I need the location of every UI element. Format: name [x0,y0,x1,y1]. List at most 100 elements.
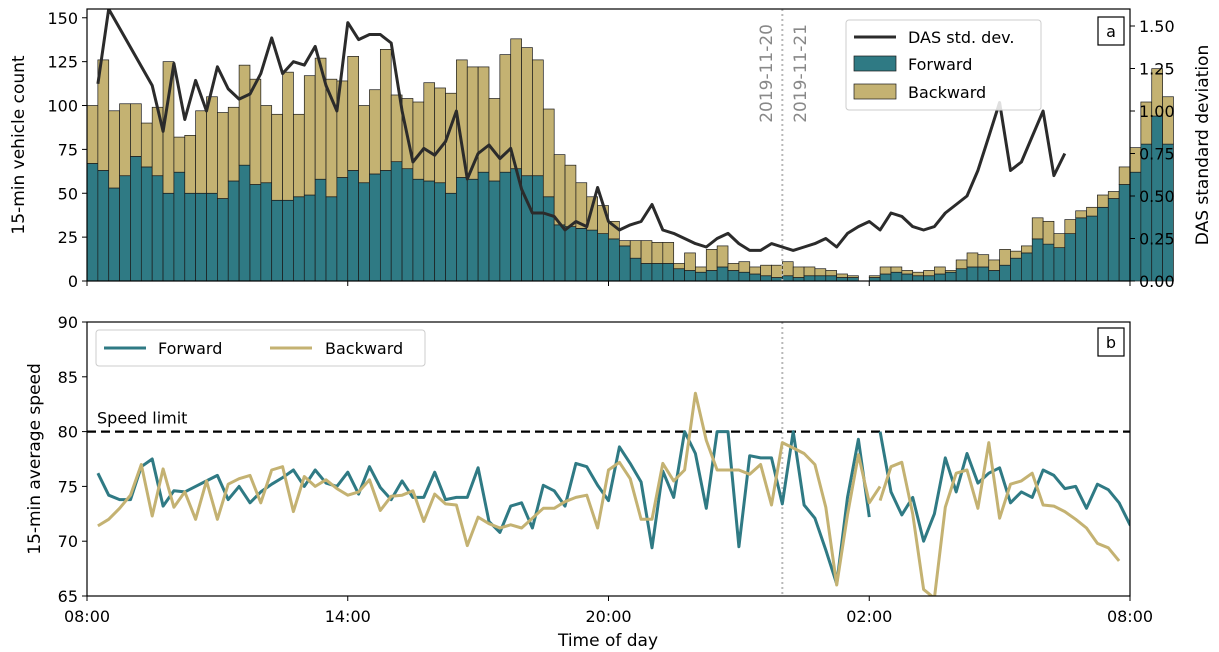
bar-backward [542,108,555,198]
bar-backward [727,263,740,271]
y2-tick-label: 0.75 [1139,145,1175,164]
bar-forward [879,273,892,282]
bar-forward [586,229,598,282]
bar-backward [151,106,164,177]
das-std-line [96,9,1067,252]
bar-backward [1031,217,1044,240]
panel-a-das-line [96,9,1067,252]
bar-backward [825,270,838,277]
x-tick-label: 20:00 [585,607,631,626]
speed-line-forward [96,430,871,586]
bar-backward [86,105,99,164]
bar-forward [401,168,414,282]
bar-backward [173,136,186,173]
bar-backward [738,261,751,273]
bar-backward [1086,206,1098,217]
y-tick-label: 100 [47,97,78,116]
bar-forward [901,273,914,282]
bar-forward [1021,252,1033,282]
y2-tick-label: 0.50 [1139,187,1175,206]
bar-forward [934,273,946,282]
y-tick-label: 0 [68,272,78,291]
bar-forward [944,271,957,282]
y-tick-label: 65 [58,587,78,606]
bar-forward [151,175,164,282]
bar-forward [684,270,696,282]
legend-forward-swatch [853,55,897,72]
bar-backward [119,103,131,177]
y2-axis-label: DAS standard deviation [1193,45,1213,245]
bar-forward [434,182,446,282]
bar-forward [955,268,968,282]
bar-backward [934,266,946,275]
bar-backward [749,266,761,275]
y-tick-label: 125 [47,53,78,72]
bar-backward [434,87,446,184]
bar-forward [358,182,370,282]
bar-backward [347,56,359,171]
bar-backward [521,47,533,177]
bar-backward [1021,245,1033,254]
bar-backward [999,249,1011,266]
bar-backward [705,249,718,271]
bar-forward [249,184,262,282]
bar-backward [282,71,294,201]
bar-forward [206,192,218,282]
bar-forward [423,180,436,282]
y-tick-label: 75 [58,140,78,159]
panel-label-a-box [1097,16,1125,46]
bar-backward [629,240,642,259]
bar-backward [836,273,848,278]
y-tick-label: 85 [58,368,78,387]
bar-forward [1042,243,1055,282]
bar-forward [86,163,99,282]
y2-tick-label: 0.25 [1139,230,1175,249]
bar-forward [336,177,349,282]
x-tick-label: 08:00 [64,607,110,626]
bar-backward [879,266,892,275]
x-axis-label: Time of day [557,631,658,651]
bar-backward [249,78,262,185]
bar-forward [314,178,327,282]
y-tick-label: 25 [58,228,78,247]
panel-b: Speed limit 65 70 75 80 85 90 08:00 14:00 20:00 0… [25,313,1153,626]
bar-forward [608,238,620,282]
panel-label-b-box [1097,327,1125,357]
bar-forward [303,194,316,282]
y2-tick-label: 0.00 [1139,272,1175,291]
bar-forward [575,228,588,282]
y-tick-label: 75 [58,477,78,496]
bar-forward [673,268,685,282]
bar-forward [325,196,338,282]
bar-backward [293,113,305,198]
bar-forward [1097,206,1109,282]
bar-backward [912,271,924,277]
bar-forward [369,173,381,282]
legend-b-box [95,329,426,367]
bar-forward [1010,257,1022,282]
bar-forward [803,275,816,282]
bar-forward [1075,217,1087,282]
speed-line-forward [878,431,1130,543]
bar-forward [499,171,512,282]
bar-forward [271,199,283,282]
bar-backward [1107,191,1120,199]
date-annotation: 2019-11-21 [791,24,811,123]
bar-forward [140,166,153,282]
bar-forward [379,170,392,282]
bar-backward [1097,194,1109,208]
panel-a-axes: 0 25 50 75 100 125 150 0.00 0.25 0.50 0.75 1.00 1.25… [9,8,1213,291]
bar-backward [673,263,685,270]
bar-backward [423,82,436,182]
bar-backward [184,134,196,194]
legend-forward-label: Forward [908,55,972,74]
bar-forward [390,161,403,282]
bar-backward [923,270,935,277]
bar-forward [162,192,175,282]
bar-forward [781,275,794,282]
bar-forward [597,233,609,282]
bar-backward [977,254,990,268]
bar-backward [792,266,805,278]
panel-label-b: b [1106,333,1116,352]
